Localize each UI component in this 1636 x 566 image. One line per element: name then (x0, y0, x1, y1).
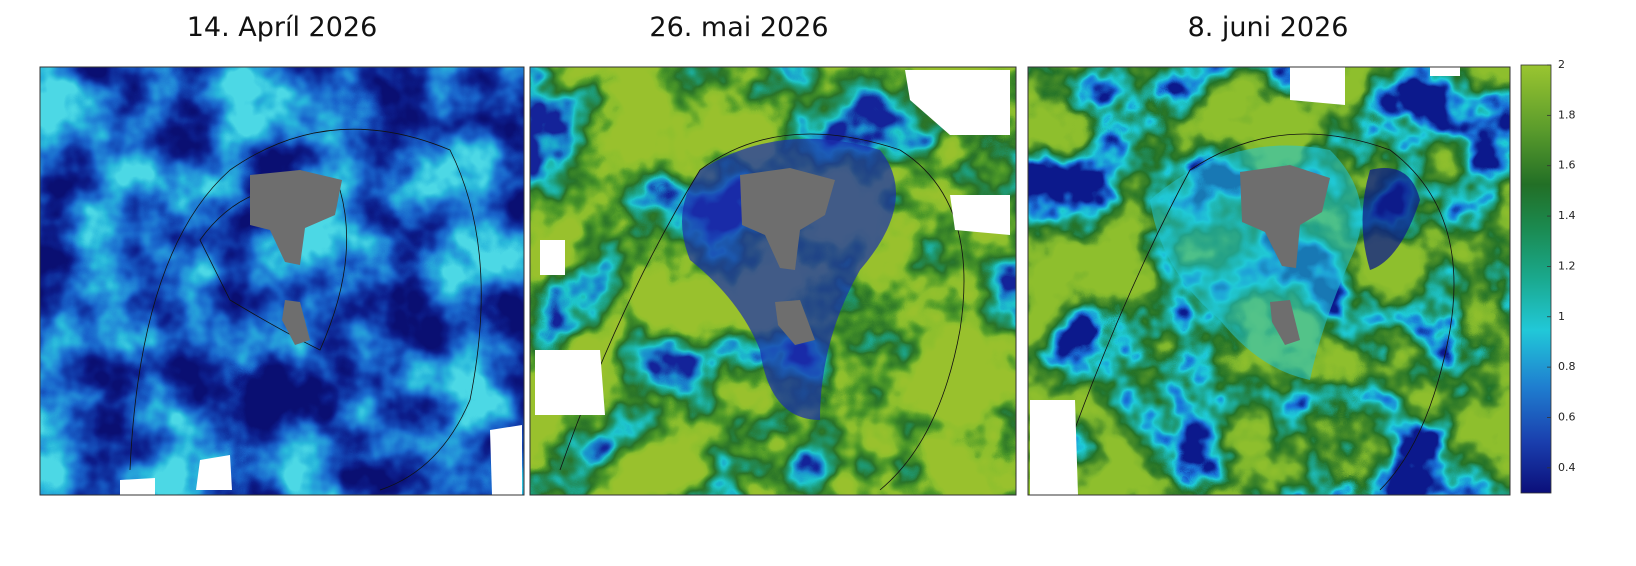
island (282, 300, 310, 345)
island (740, 168, 835, 270)
colorbar-tick-label: 0.4 (1558, 461, 1576, 474)
contour (1059, 133, 1455, 491)
island (1270, 300, 1300, 345)
panel-frame (1027, 66, 1511, 496)
colorbar-bar (1520, 64, 1552, 494)
colorbar: 0.4 0.6 0.8 1 1.2 1.4 1.6 1.8 2 (1520, 58, 1576, 494)
colorbar-tick-label: 1 (1558, 310, 1565, 323)
colorbar-tick-label: 1.6 (1558, 159, 1576, 172)
colorbar-tick-label: 0.8 (1558, 360, 1576, 373)
island (775, 300, 815, 345)
contour (559, 133, 965, 491)
no-data (120, 425, 522, 495)
colorbar-tick-label: 1.2 (1558, 259, 1576, 272)
contour (129, 128, 482, 491)
map-field (40, 67, 524, 495)
panel-frame (39, 66, 525, 496)
island (250, 170, 342, 265)
island (1240, 165, 1330, 268)
no-data (1030, 67, 1460, 495)
low-zone (682, 138, 896, 420)
colorbar-tick-label: 2 (1558, 58, 1565, 71)
panel-frame (529, 66, 1017, 496)
panel-title: 26. mai 2026 (649, 12, 828, 43)
no-data (535, 70, 1010, 415)
colorbar-tick-label: 1.8 (1558, 108, 1576, 121)
map-panel (529, 66, 1017, 496)
map-panel (1027, 66, 1511, 496)
map-panel (39, 66, 525, 496)
panel-title: 14. Apríl 2026 (187, 12, 378, 43)
panel-title: 8. juni 2026 (1188, 12, 1349, 43)
colorbar-tick-label: 1.4 (1558, 209, 1576, 222)
colorbar-tick-label: 0.6 (1558, 410, 1576, 423)
low-zone (1362, 168, 1420, 270)
